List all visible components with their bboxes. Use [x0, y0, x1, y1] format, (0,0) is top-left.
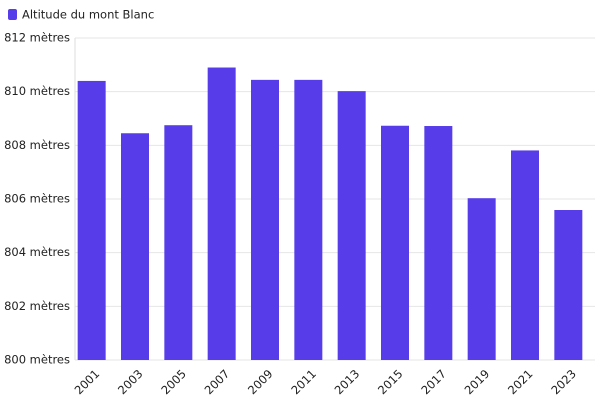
y-tick-label: 4 804 mètres	[0, 245, 70, 259]
bar	[424, 126, 453, 360]
x-tick-label: 2013	[332, 367, 363, 398]
x-tick-label: 2005	[158, 367, 189, 398]
bar	[337, 91, 366, 360]
x-tick-label: 2003	[115, 367, 146, 398]
y-tick-label: 4 806 mètres	[0, 192, 70, 206]
x-tick-label: 2011	[288, 367, 319, 398]
legend-swatch	[8, 9, 17, 20]
x-tick-label: 2007	[202, 367, 233, 398]
bar	[207, 67, 236, 361]
y-tick-label: 4 812 mètres	[0, 31, 70, 45]
x-tick-label: 2009	[245, 367, 276, 398]
bar	[511, 150, 539, 360]
legend-label: Altitude du mont Blanc	[22, 8, 154, 22]
x-tick-label: 2001	[72, 367, 103, 398]
bar	[121, 133, 149, 360]
x-tick-label: 2023	[548, 367, 579, 398]
y-tick-label: 4 810 mètres	[0, 84, 70, 98]
y-tick-label: 4 808 mètres	[0, 138, 70, 152]
bar	[381, 125, 409, 361]
y-tick-label: 4 800 mètres	[0, 353, 70, 367]
x-tick-label: 2021	[505, 367, 536, 398]
bar	[251, 79, 279, 361]
x-tick-label: 2017	[418, 367, 449, 398]
bar	[77, 80, 106, 360]
bar	[467, 198, 496, 360]
bar	[164, 125, 193, 360]
x-tick-label: 2015	[375, 367, 406, 398]
bar	[294, 79, 323, 361]
x-tick-label: 2019	[462, 367, 493, 398]
y-tick-label: 4 802 mètres	[0, 299, 70, 313]
bar	[554, 210, 583, 360]
